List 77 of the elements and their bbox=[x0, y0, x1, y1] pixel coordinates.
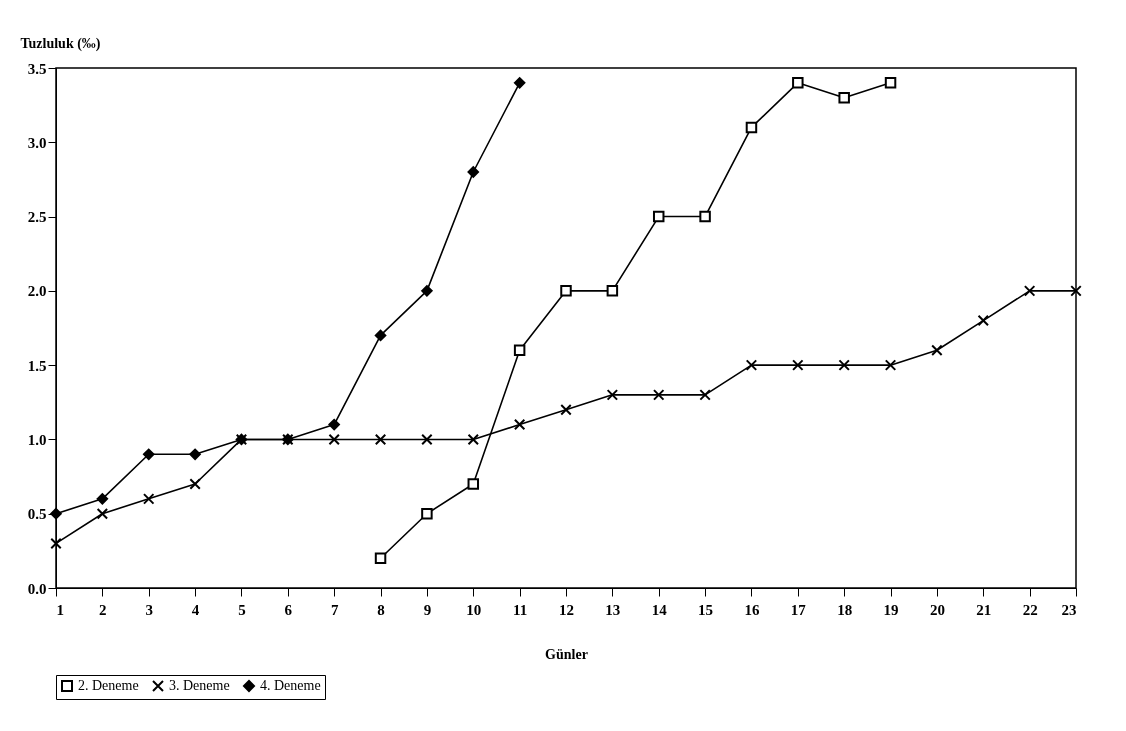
x-tick-label: 2 bbox=[99, 601, 107, 618]
x-tick-label: 5 bbox=[238, 601, 246, 618]
point bbox=[328, 418, 340, 431]
x-axis-title: Günler bbox=[545, 646, 588, 662]
x-tick-label: 8 bbox=[377, 601, 385, 618]
x-tick-label: 9 bbox=[423, 601, 432, 618]
point bbox=[652, 389, 665, 401]
x-tick-label: 17 bbox=[790, 601, 807, 618]
y-tick-label: 2.0 bbox=[27, 283, 47, 300]
point bbox=[884, 359, 897, 371]
point bbox=[606, 285, 619, 297]
x-tick-label: 22 bbox=[1022, 601, 1038, 618]
point bbox=[1070, 285, 1082, 297]
x-tick-label: 14 bbox=[651, 601, 668, 618]
legend-label: 2. Deneme bbox=[78, 678, 139, 693]
point bbox=[374, 329, 387, 342]
point bbox=[699, 389, 711, 401]
point bbox=[513, 77, 526, 89]
y-tick-label: 0.0 bbox=[27, 580, 47, 597]
point bbox=[699, 210, 711, 223]
point bbox=[142, 448, 155, 461]
point bbox=[792, 77, 804, 89]
legend-label: 4. Deneme bbox=[260, 678, 321, 693]
y-tick-label: 2.5 bbox=[27, 209, 47, 226]
point bbox=[745, 121, 758, 134]
point bbox=[96, 493, 109, 505]
x-tick-label: 15 bbox=[698, 601, 714, 618]
point bbox=[374, 433, 387, 446]
y-tick-label: 1.0 bbox=[27, 431, 47, 448]
y-axis-title: Tuzluluk (‰) bbox=[20, 35, 101, 52]
y-tick-label: 3.5 bbox=[27, 60, 47, 77]
point bbox=[374, 552, 387, 565]
point bbox=[421, 285, 433, 297]
point bbox=[421, 507, 433, 520]
x-tick-label: 16 bbox=[744, 601, 760, 618]
x-tick-label: 13 bbox=[605, 601, 621, 618]
legend-label: 3. Deneme bbox=[169, 678, 230, 693]
point bbox=[838, 359, 850, 371]
x-tick-label: 7 bbox=[330, 601, 339, 618]
point bbox=[467, 166, 480, 178]
point bbox=[328, 433, 340, 446]
x-tick-label: 20 bbox=[929, 601, 945, 618]
point bbox=[189, 448, 201, 461]
x-tick-label: 4 bbox=[191, 601, 200, 618]
x-tick-label: 11 bbox=[513, 601, 528, 618]
point bbox=[931, 344, 943, 357]
point bbox=[884, 77, 897, 89]
point bbox=[513, 344, 526, 357]
point bbox=[467, 433, 480, 446]
point bbox=[560, 285, 572, 297]
point bbox=[745, 359, 758, 371]
point bbox=[50, 537, 62, 550]
y-tick-label: 0.5 bbox=[27, 506, 47, 523]
point bbox=[1023, 285, 1036, 297]
x-tick-label: 19 bbox=[883, 601, 899, 618]
point bbox=[513, 418, 526, 431]
y-tick-label: 3.0 bbox=[27, 134, 47, 151]
point bbox=[189, 478, 201, 490]
point bbox=[838, 91, 850, 104]
point bbox=[652, 210, 665, 223]
y-tick-label: 1.5 bbox=[27, 357, 47, 374]
point bbox=[606, 389, 619, 401]
point bbox=[467, 478, 480, 490]
point bbox=[96, 507, 109, 520]
x-tick-label: 12 bbox=[559, 601, 574, 618]
point bbox=[560, 403, 572, 416]
point bbox=[142, 493, 155, 505]
x-tick-label: 6 bbox=[284, 601, 293, 618]
point bbox=[421, 433, 433, 446]
point bbox=[792, 359, 804, 371]
x-tick-label: 10 bbox=[466, 601, 482, 618]
x-tick-label: 21 bbox=[976, 601, 992, 618]
x-tick-label: 18 bbox=[837, 601, 853, 618]
x-tick-label: 1 bbox=[56, 601, 64, 618]
x-tick-label: 3 bbox=[145, 601, 153, 618]
point bbox=[977, 314, 990, 327]
x-tick-label: 23 bbox=[1061, 601, 1077, 618]
